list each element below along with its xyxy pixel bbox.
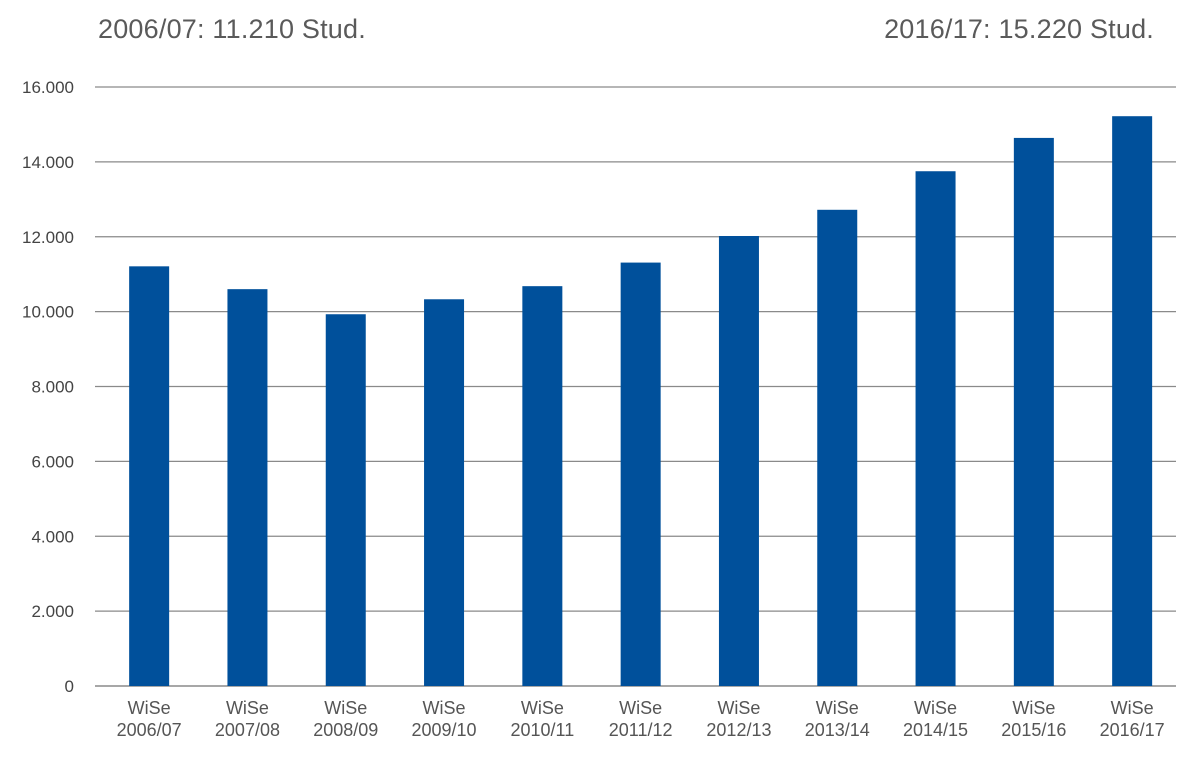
annotation-start: 2006/07: 11.210 Stud. (98, 14, 366, 44)
x-tick-label: WiSe 2015/16 (1001, 698, 1066, 740)
bar (424, 299, 465, 686)
x-tick-label: WiSe 2007/08 (215, 698, 280, 740)
gridlines (95, 86, 1176, 687)
bar (718, 236, 759, 686)
bar (1112, 116, 1153, 687)
bar (817, 209, 858, 687)
bars (129, 116, 1153, 687)
bar (620, 262, 661, 686)
x-axis-ticks: WiSe 2006/07 WiSe 2007/08 WiSe 2008/09 WiSe 200… (117, 698, 1165, 740)
y-tick-label: 8.000 (31, 378, 74, 397)
x-tick-label: WiSe 2009/10 (412, 698, 477, 740)
x-tick-label: WiSe 2006/07 (117, 698, 182, 740)
x-tick-label: WiSe 2010/11 (510, 698, 574, 740)
y-tick-label: 10.000 (22, 303, 74, 322)
y-tick-label: 12.000 (22, 228, 74, 247)
y-tick-label: 4.000 (31, 527, 74, 546)
x-tick-label: WiSe 2014/15 (903, 698, 968, 740)
y-tick-label: 6.000 (31, 452, 74, 471)
y-axis-ticks: 0 2.000 4.000 6.000 8.000 10.000 12.000 14.000 1… (22, 78, 74, 696)
bar (1013, 137, 1054, 687)
bar (915, 171, 956, 686)
annotation-end: 2016/17: 15.220 Stud. (884, 14, 1154, 44)
bar (522, 286, 563, 686)
x-tick-label: WiSe 2012/13 (706, 698, 771, 740)
y-tick-label: 2.000 (31, 602, 74, 621)
y-tick-label: 0 (65, 677, 74, 696)
x-tick-label: WiSe 2008/09 (313, 698, 378, 740)
x-tick-label: WiSe 2016/17 (1100, 698, 1165, 740)
bar (227, 289, 268, 686)
bar (325, 314, 366, 686)
y-tick-label: 14.000 (22, 153, 74, 172)
bar (129, 266, 170, 686)
x-tick-label: WiSe 2011/12 (609, 698, 673, 740)
x-tick-label: WiSe 2013/14 (805, 698, 870, 740)
y-tick-label: 16.000 (22, 78, 74, 97)
